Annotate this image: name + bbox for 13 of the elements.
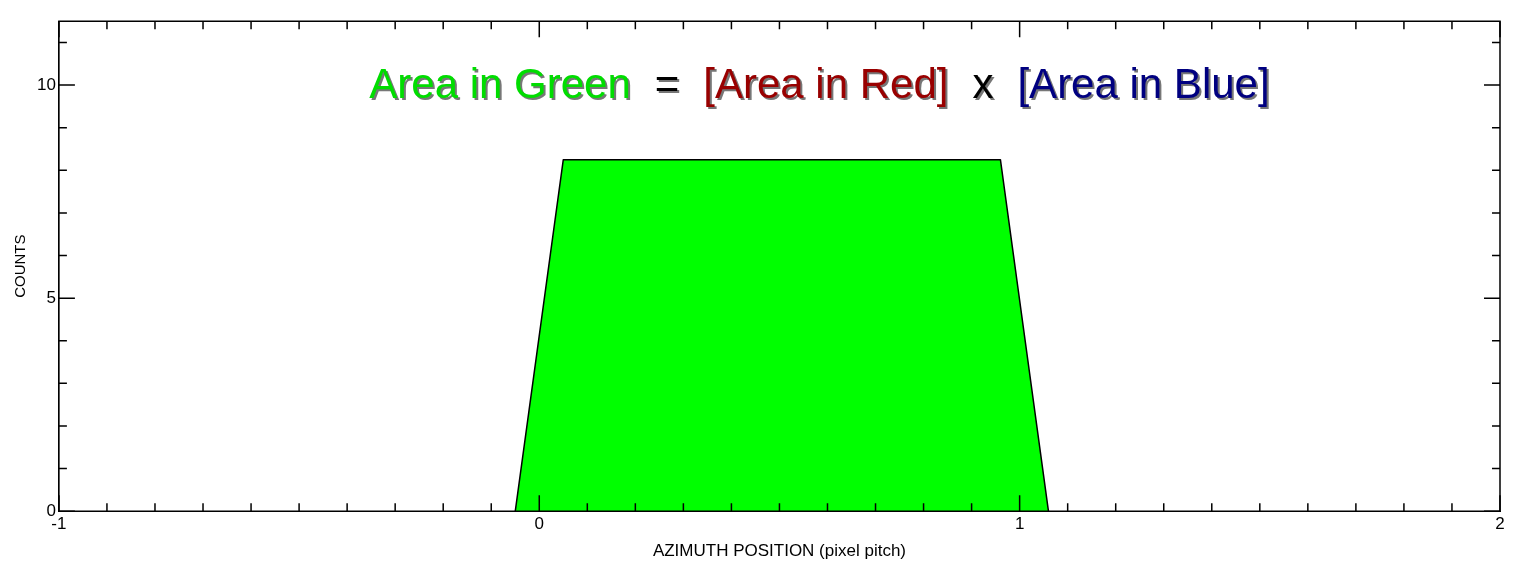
y-axis-title: COUNTS bbox=[11, 234, 29, 298]
x-tick-label: 1 bbox=[1014, 514, 1025, 534]
x-tick-label: 0 bbox=[534, 514, 545, 534]
annotation: = bbox=[656, 61, 682, 109]
annotation: x bbox=[974, 61, 996, 109]
y-tick-label: 10 bbox=[36, 74, 56, 94]
x-tick-label: 2 bbox=[1495, 514, 1505, 534]
y-tick-label: 0 bbox=[46, 500, 56, 520]
y-tick-label: 5 bbox=[46, 287, 56, 307]
annotation: [Area in Blue] bbox=[1019, 61, 1272, 109]
annotation: [Area in Red] bbox=[705, 61, 951, 109]
annotation: Area in Green bbox=[371, 61, 633, 109]
x-axis-title: AZIMUTH POSITION (pixel pitch) bbox=[652, 541, 907, 561]
